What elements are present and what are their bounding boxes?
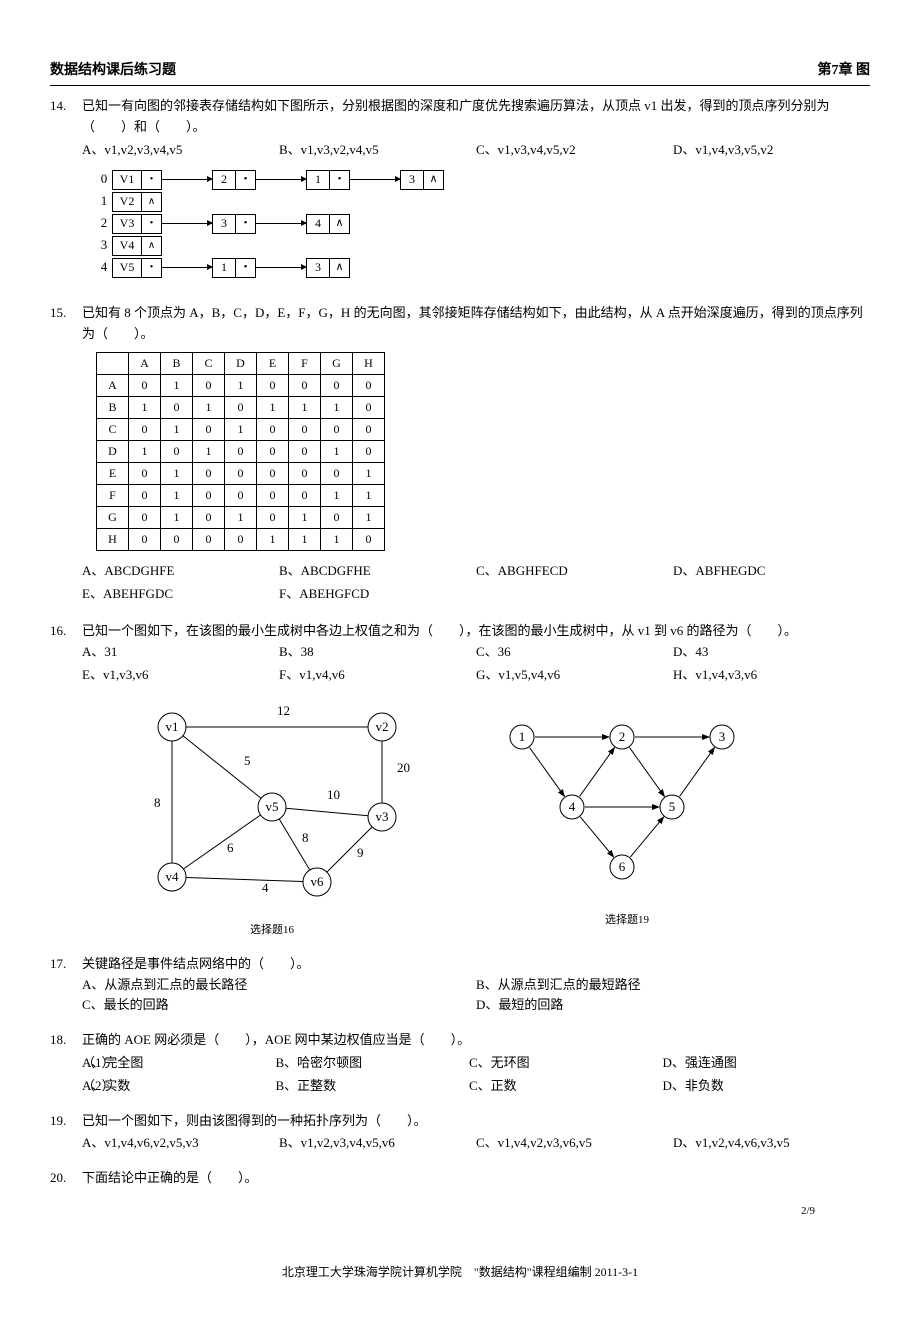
q16-num: 16. <box>50 621 82 940</box>
svg-text:8: 8 <box>302 830 309 845</box>
svg-text:v5: v5 <box>266 799 279 814</box>
q18-2-d: D、非负数 <box>663 1076 857 1097</box>
q15-opt-a: A、ABCDGHFE <box>82 561 279 582</box>
q19-caption: 选择题19 <box>492 912 762 930</box>
svg-text:20: 20 <box>397 760 410 775</box>
q18-1-a: A、完全图 <box>82 1053 276 1074</box>
svg-text:v4: v4 <box>166 869 180 884</box>
q15-opt-c: C、ABGHFECD <box>476 561 673 582</box>
svg-text:6: 6 <box>619 859 626 874</box>
svg-text:3: 3 <box>719 729 726 744</box>
q18-1-c: C、无环图 <box>469 1053 663 1074</box>
q16-opt-h: H、v1,v4,v3,v6 <box>673 665 870 686</box>
q15-opt-f: F、ABEHGFCD <box>279 584 476 605</box>
q16-opt-a: A、31 <box>82 642 279 663</box>
header-left: 数据结构课后练习题 <box>50 60 176 82</box>
svg-text:5: 5 <box>669 799 676 814</box>
svg-text:9: 9 <box>357 845 364 860</box>
svg-text:v6: v6 <box>311 874 325 889</box>
q14-opt-b: B、v1,v3,v2,v4,v5 <box>279 140 476 161</box>
q19-graph: 1 2 3 4 5 6 选择题19 <box>492 697 762 929</box>
q19-opt-d: D、v1,v2,v4,v6,v3,v5 <box>673 1133 870 1154</box>
q16-graph1: 12 5 8 20 10 6 8 9 4 v1 v2 v3 v4 v5 v6 选择题16 <box>112 697 432 939</box>
q15-text: 已知有 8 个顶点为 A，B，C，D，E，F，G，H 的无向图，其邻接矩阵存储结… <box>82 303 870 345</box>
header-right: 第7章 图 <box>818 60 871 82</box>
q18-1-d: D、强连通图 <box>663 1053 857 1074</box>
svg-text:10: 10 <box>327 787 340 802</box>
footer: 北京理工大学珠海学院计算机学院 "数据结构"课程组编制 2011-3-1 <box>50 1263 870 1282</box>
q16-opt-f: F、v1,v4,v6 <box>279 665 476 686</box>
svg-text:2: 2 <box>619 729 626 744</box>
q16-opt-g: G、v1,v5,v4,v6 <box>476 665 673 686</box>
q18-2-a: A、实数 <box>82 1076 276 1097</box>
svg-text:5: 5 <box>244 753 251 768</box>
q19-opt-a: A、v1,v4,v6,v2,v5,v3 <box>82 1133 279 1154</box>
q16-opt-b: B、38 <box>279 642 476 663</box>
svg-text:8: 8 <box>154 795 161 810</box>
q18-num: 18. <box>50 1030 82 1096</box>
q19-num: 19. <box>50 1111 82 1155</box>
q14-opt-c: C、v1,v3,v4,v5,v2 <box>476 140 673 161</box>
q14-opt-a: A、v1,v2,v3,v4,v5 <box>82 140 279 161</box>
svg-text:v1: v1 <box>166 719 179 734</box>
q18-text: 正确的 AOE 网必须是（ ），AOE 网中某边权值应当是（ ）。 <box>82 1030 870 1051</box>
page-header: 数据结构课后练习题 第7章 图 <box>50 60 870 86</box>
q17-opt-b: B、从源点到汇点的最短路径 <box>476 975 870 996</box>
q15-matrix: ABCDEFGHA01010000B10101110C01010000D1010… <box>96 352 385 551</box>
q17-opt-c: C、最长的回路 <box>82 995 476 1016</box>
q16-opt-c: C、36 <box>476 642 673 663</box>
q14-opt-d: D、v1,v4,v3,v5,v2 <box>673 140 870 161</box>
q18-1-b: B、哈密尔顿图 <box>276 1053 470 1074</box>
q15: 15. 已知有 8 个顶点为 A，B，C，D，E，F，G，H 的无向图，其邻接矩… <box>50 303 870 607</box>
q16-text: 已知一个图如下，在该图的最小生成树中各边上权值之和为（ ），在该图的最小生成树中… <box>82 621 870 642</box>
q17-num: 17. <box>50 954 82 1016</box>
q14-adj-list: 0V1•2•1•3∧1V2∧2V3•3•4∧3V4∧4V5•1•3∧ <box>82 169 870 279</box>
q20: 20. 下面结论中正确的是（ ）。 <box>50 1168 870 1189</box>
q19-text: 已知一个图如下，则由该图得到的一种拓扑序列为（ ）。 <box>82 1111 870 1132</box>
svg-text:4: 4 <box>262 880 269 895</box>
svg-text:12: 12 <box>277 703 290 718</box>
q18-2-b: B、正整数 <box>276 1076 470 1097</box>
q15-num: 15. <box>50 303 82 607</box>
svg-text:6: 6 <box>227 840 234 855</box>
q18: 18. 正确的 AOE 网必须是（ ），AOE 网中某边权值应当是（ ）。 （1… <box>50 1030 870 1096</box>
q17-text: 关键路径是事件结点网络中的（ ）。 <box>82 954 870 975</box>
q14-text: 已知一有向图的邻接表存储结构如下图所示，分别根据图的深度和广度优先搜索遍历算法，… <box>82 96 870 138</box>
q17: 17. 关键路径是事件结点网络中的（ ）。 A、从源点到汇点的最长路径 B、从源… <box>50 954 870 1016</box>
svg-text:1: 1 <box>519 729 526 744</box>
q20-text: 下面结论中正确的是（ ）。 <box>82 1168 870 1189</box>
q19: 19. 已知一个图如下，则由该图得到的一种拓扑序列为（ ）。 A、v1,v4,v… <box>50 1111 870 1155</box>
svg-text:4: 4 <box>569 799 576 814</box>
q18-2-c: C、正数 <box>469 1076 663 1097</box>
svg-text:v2: v2 <box>376 719 389 734</box>
q16-caption1: 选择题16 <box>112 922 432 940</box>
q19-opt-c: C、v1,v4,v2,v3,v6,v5 <box>476 1133 673 1154</box>
svg-text:v3: v3 <box>376 809 389 824</box>
q15-opt-d: D、ABFHEGDC <box>673 561 870 582</box>
q17-opt-d: D、最短的回路 <box>476 995 870 1016</box>
q14: 14. 已知一有向图的邻接表存储结构如下图所示，分别根据图的深度和广度优先搜索遍… <box>50 96 870 288</box>
q16-opt-d: D、43 <box>673 642 870 663</box>
page-number: 2/9 <box>801 1203 815 1221</box>
q20-num: 20. <box>50 1168 82 1189</box>
q14-num: 14. <box>50 96 82 288</box>
q16-opt-e: E、v1,v3,v6 <box>82 665 279 686</box>
q17-opt-a: A、从源点到汇点的最长路径 <box>82 975 476 996</box>
q15-opt-e: E、ABEHFGDC <box>82 584 279 605</box>
q15-opt-b: B、ABCDGFHE <box>279 561 476 582</box>
q19-opt-b: B、v1,v2,v3,v4,v5,v6 <box>279 1133 476 1154</box>
q16: 16. 已知一个图如下，在该图的最小生成树中各边上权值之和为（ ），在该图的最小… <box>50 621 870 940</box>
